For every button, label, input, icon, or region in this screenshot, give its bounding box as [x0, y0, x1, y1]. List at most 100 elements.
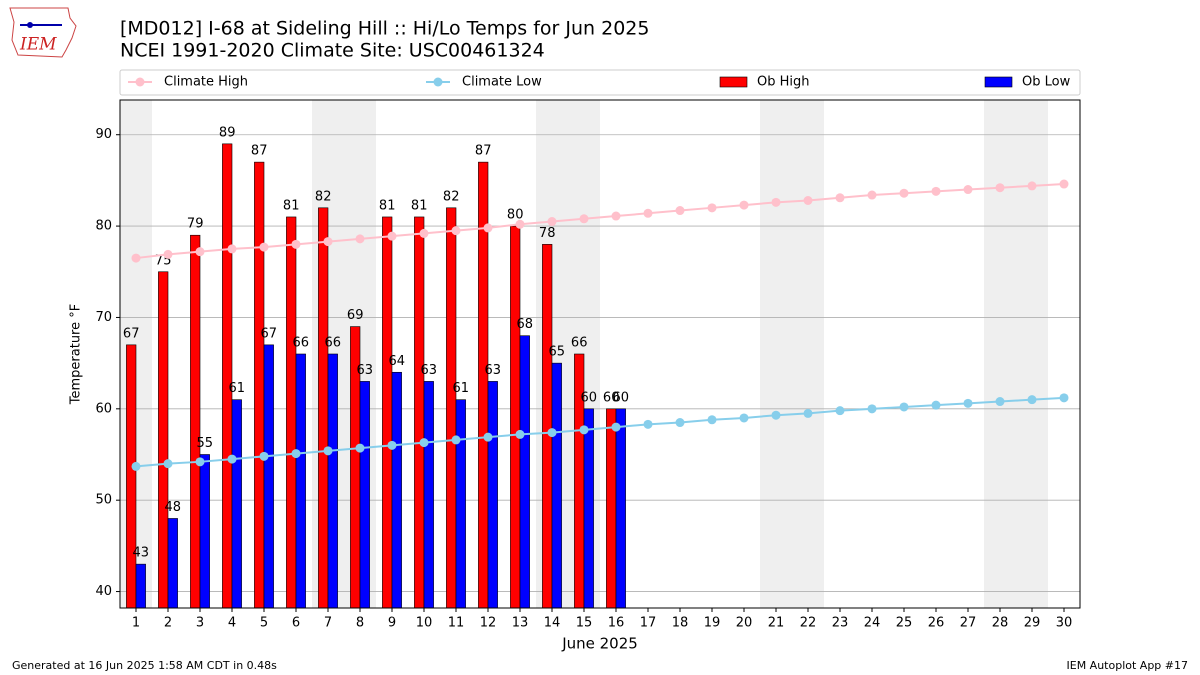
bar: [167, 518, 178, 609]
bar: [391, 371, 402, 609]
bar: [199, 454, 210, 609]
x-tick-label: 12: [480, 616, 497, 631]
line-marker: [867, 190, 877, 200]
y-axis-label: Temperature °F: [69, 304, 84, 405]
line-marker: [259, 242, 269, 252]
line-marker: [803, 408, 813, 418]
logo-text: IEM: [19, 35, 57, 55]
bar-value-label: 66: [325, 336, 342, 351]
footer-left: Generated at 16 Jun 2025 1:58 AM CDT in …: [12, 659, 277, 672]
bar-value-label: 87: [475, 144, 492, 159]
line-marker: [771, 197, 781, 207]
bar: [126, 344, 137, 609]
y-tick-label: 50: [95, 493, 112, 508]
line-marker: [835, 193, 845, 203]
line-marker: [323, 446, 333, 456]
line: [135, 396, 1065, 468]
x-tick-label: 1: [132, 616, 140, 631]
x-tick-label: 17: [640, 616, 657, 631]
legend-label: Climate High: [164, 75, 248, 90]
x-tick-label: 3: [196, 616, 204, 631]
line-marker: [995, 183, 1005, 193]
line-marker: [1027, 181, 1037, 191]
x-tick-label: 25: [896, 616, 913, 631]
line-marker: [931, 186, 941, 196]
line-marker: [515, 219, 525, 229]
line-marker: [643, 208, 653, 218]
x-tick-label: 22: [800, 616, 817, 631]
legend-swatch: [719, 76, 748, 88]
x-tick-label: 26: [928, 616, 945, 631]
line-marker: [771, 410, 781, 420]
bar: [158, 271, 169, 609]
bar-value-label: 87: [251, 144, 268, 159]
bar-value-label: 82: [315, 189, 332, 204]
x-tick-label: 9: [388, 616, 396, 631]
line-marker: [963, 398, 973, 408]
bar-value-label: 81: [411, 198, 428, 213]
y-tick-label: 40: [95, 584, 112, 599]
bar: [295, 353, 306, 609]
bar-value-label: 63: [357, 363, 374, 378]
line-marker: [739, 200, 749, 210]
bar-value-label: 67: [123, 326, 140, 341]
bar-value-label: 80: [507, 208, 524, 223]
x-tick-label: 14: [544, 616, 561, 631]
bar-value-label: 66: [571, 336, 588, 351]
line-marker: [355, 443, 365, 453]
x-tick-label: 28: [992, 616, 1009, 631]
plot-frame: [119, 99, 1081, 609]
line-marker: [1059, 179, 1069, 189]
bar: [263, 344, 274, 609]
bar: [286, 216, 297, 609]
x-tick-label: 29: [1024, 616, 1041, 631]
legend-swatch: [984, 76, 1013, 88]
line-marker: [227, 244, 237, 254]
bar: [254, 161, 265, 609]
bar: [222, 143, 233, 609]
line-marker: [323, 237, 333, 247]
line-marker: [675, 206, 685, 216]
legend-label: Ob High: [757, 75, 810, 90]
line-marker: [899, 402, 909, 412]
bar-value-label: 63: [421, 363, 438, 378]
line-marker: [131, 253, 141, 263]
bar: [487, 381, 498, 609]
line-marker: [1059, 393, 1069, 403]
x-tick-label: 15: [576, 616, 593, 631]
line-marker: [579, 425, 589, 435]
line-marker: [643, 419, 653, 429]
line-marker: [451, 435, 461, 445]
line-marker: [387, 231, 397, 241]
bar-value-label: 67: [261, 326, 278, 341]
bar-value-label: 89: [219, 125, 236, 140]
bar: [231, 399, 242, 609]
line-marker: [739, 413, 749, 423]
bar-value-label: 65: [549, 345, 566, 360]
bar: [551, 362, 562, 609]
legend-box: [119, 69, 1081, 96]
line-marker: [931, 400, 941, 410]
line-marker: [899, 188, 909, 198]
line-marker: [195, 457, 205, 467]
bar-value-label: 60: [613, 390, 630, 405]
line-marker: [803, 196, 813, 206]
x-tick-label: 24: [864, 616, 881, 631]
line-marker: [451, 226, 461, 236]
x-tick-label: 18: [672, 616, 689, 631]
x-tick-label: 4: [228, 616, 236, 631]
line-marker: [483, 432, 493, 442]
line-marker: [131, 461, 141, 471]
x-tick-label: 5: [260, 616, 268, 631]
line-marker: [195, 247, 205, 257]
bar-value-label: 43: [133, 546, 150, 561]
line-marker: [675, 418, 685, 428]
bar-value-label: 60: [581, 390, 598, 405]
line-marker: [579, 214, 589, 224]
line: [135, 183, 1065, 260]
bar-value-label: 66: [293, 336, 310, 351]
bar-value-label: 55: [197, 436, 214, 451]
line-marker: [547, 217, 557, 227]
bar: [606, 408, 617, 609]
x-tick-label: 6: [292, 616, 300, 631]
